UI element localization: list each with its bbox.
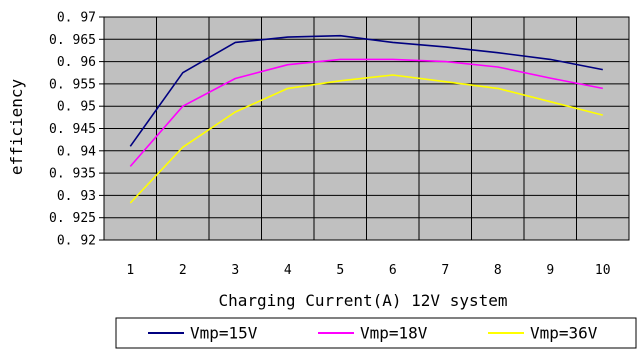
plot-border	[103, 16, 630, 241]
y-tick-label: 0. 955	[49, 77, 96, 92]
series-line-vmp-18v	[129, 58, 603, 167]
y-tick-label: 0. 96	[57, 55, 96, 70]
legend-label: Vmp=18V	[360, 324, 428, 343]
y-tick-label: 0. 94	[57, 144, 96, 159]
legend: Vmp=15V Vmp=18V Vmp=36V	[115, 317, 637, 349]
x-tick-label: 7	[441, 263, 449, 278]
legend-label: Vmp=36V	[530, 324, 598, 343]
y-tick-label: 0. 945	[49, 122, 96, 137]
x-tick-label: 1	[126, 263, 134, 278]
x-tick-label: 4	[284, 263, 292, 278]
legend-label: Vmp=15V	[190, 324, 258, 343]
x-tick-label: 3	[231, 263, 239, 278]
y-tick-label: 0. 97	[57, 11, 96, 26]
y-tick-label: 0. 935	[49, 167, 96, 182]
series-line-vmp-15v	[129, 34, 603, 147]
y-tick-labels: 0. 92 0. 925 0. 93 0. 935 0. 94 0. 945 0. 95 0.…	[49, 11, 96, 249]
x-tick-label: 10	[595, 263, 611, 278]
plot-area	[99, 16, 630, 241]
x-tick-label: 8	[494, 263, 502, 278]
x-tick-label: 5	[336, 263, 344, 278]
series-line-vmp-36v	[129, 74, 603, 204]
y-tick-label: 0. 925	[49, 211, 96, 226]
y-tick-label: 0. 95	[57, 100, 96, 115]
y-tick-label: 0. 92	[57, 234, 96, 249]
y-axis-label: efficiency	[7, 78, 26, 175]
x-tick-label: 6	[389, 263, 397, 278]
x-tick-label: 9	[546, 263, 554, 278]
legend-box	[115, 317, 637, 349]
x-tick-labels: 1 2 3 4 5 6 7 8 9 10	[126, 263, 610, 278]
x-tick-label: 2	[179, 263, 187, 278]
y-tick-label: 0. 93	[57, 189, 96, 204]
y-tick-label: 0. 965	[49, 33, 96, 48]
x-axis-label: Charging Current(A) 12V system	[219, 291, 508, 310]
